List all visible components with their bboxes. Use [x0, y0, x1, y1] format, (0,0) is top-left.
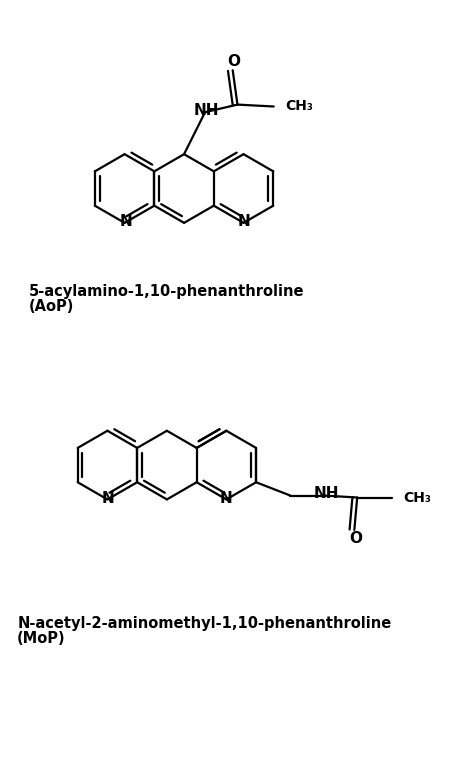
- Text: (AoP): (AoP): [28, 299, 74, 315]
- Text: N: N: [102, 491, 115, 506]
- Text: N-acetyl-2-aminomethyl-1,10-phenanthroline: N-acetyl-2-aminomethyl-1,10-phenanthroli…: [17, 616, 392, 631]
- Text: CH₃: CH₃: [285, 99, 313, 114]
- Text: N: N: [237, 215, 250, 229]
- Text: (MoP): (MoP): [17, 631, 66, 646]
- Text: N: N: [119, 215, 132, 229]
- Text: O: O: [227, 54, 240, 69]
- Text: N: N: [220, 491, 233, 506]
- Text: 5-acylamino-1,10-phenanthroline: 5-acylamino-1,10-phenanthroline: [28, 284, 304, 299]
- Text: CH₃: CH₃: [403, 491, 431, 504]
- Text: O: O: [349, 531, 362, 546]
- Text: NH: NH: [314, 486, 339, 501]
- Text: NH: NH: [193, 103, 219, 118]
